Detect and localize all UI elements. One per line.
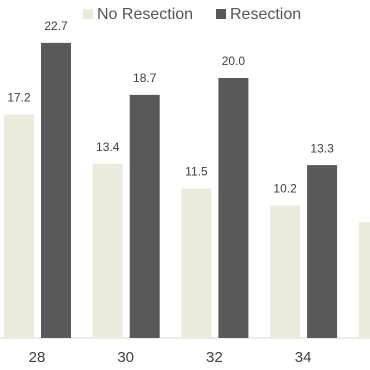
legend-label: Resection bbox=[230, 6, 301, 23]
x-tick-label: 32 bbox=[206, 349, 223, 366]
bar bbox=[181, 188, 212, 338]
legend-label: No Resection bbox=[97, 6, 193, 23]
bar bbox=[307, 165, 338, 338]
legend-swatch bbox=[216, 9, 226, 19]
bar bbox=[358, 222, 370, 338]
x-tick-label: 30 bbox=[117, 349, 134, 366]
value-label: 20.0 bbox=[222, 54, 246, 68]
x-tick-label: 34 bbox=[295, 349, 312, 366]
value-label: 13.4 bbox=[96, 140, 120, 154]
x-tick-label: 28 bbox=[29, 349, 46, 366]
value-label: 11.5 bbox=[185, 165, 208, 179]
bar bbox=[4, 114, 34, 339]
legend-swatch bbox=[83, 9, 93, 19]
value-label: 17.2 bbox=[7, 91, 31, 105]
value-label: 13.3 bbox=[310, 141, 334, 155]
bar bbox=[218, 78, 249, 338]
bar bbox=[92, 163, 123, 338]
bar bbox=[129, 94, 160, 339]
value-label: 18.7 bbox=[133, 71, 157, 85]
value-label: 22.7 bbox=[44, 19, 68, 33]
value-label: 10.2 bbox=[273, 182, 297, 196]
bar bbox=[41, 42, 71, 339]
bar bbox=[270, 205, 301, 338]
